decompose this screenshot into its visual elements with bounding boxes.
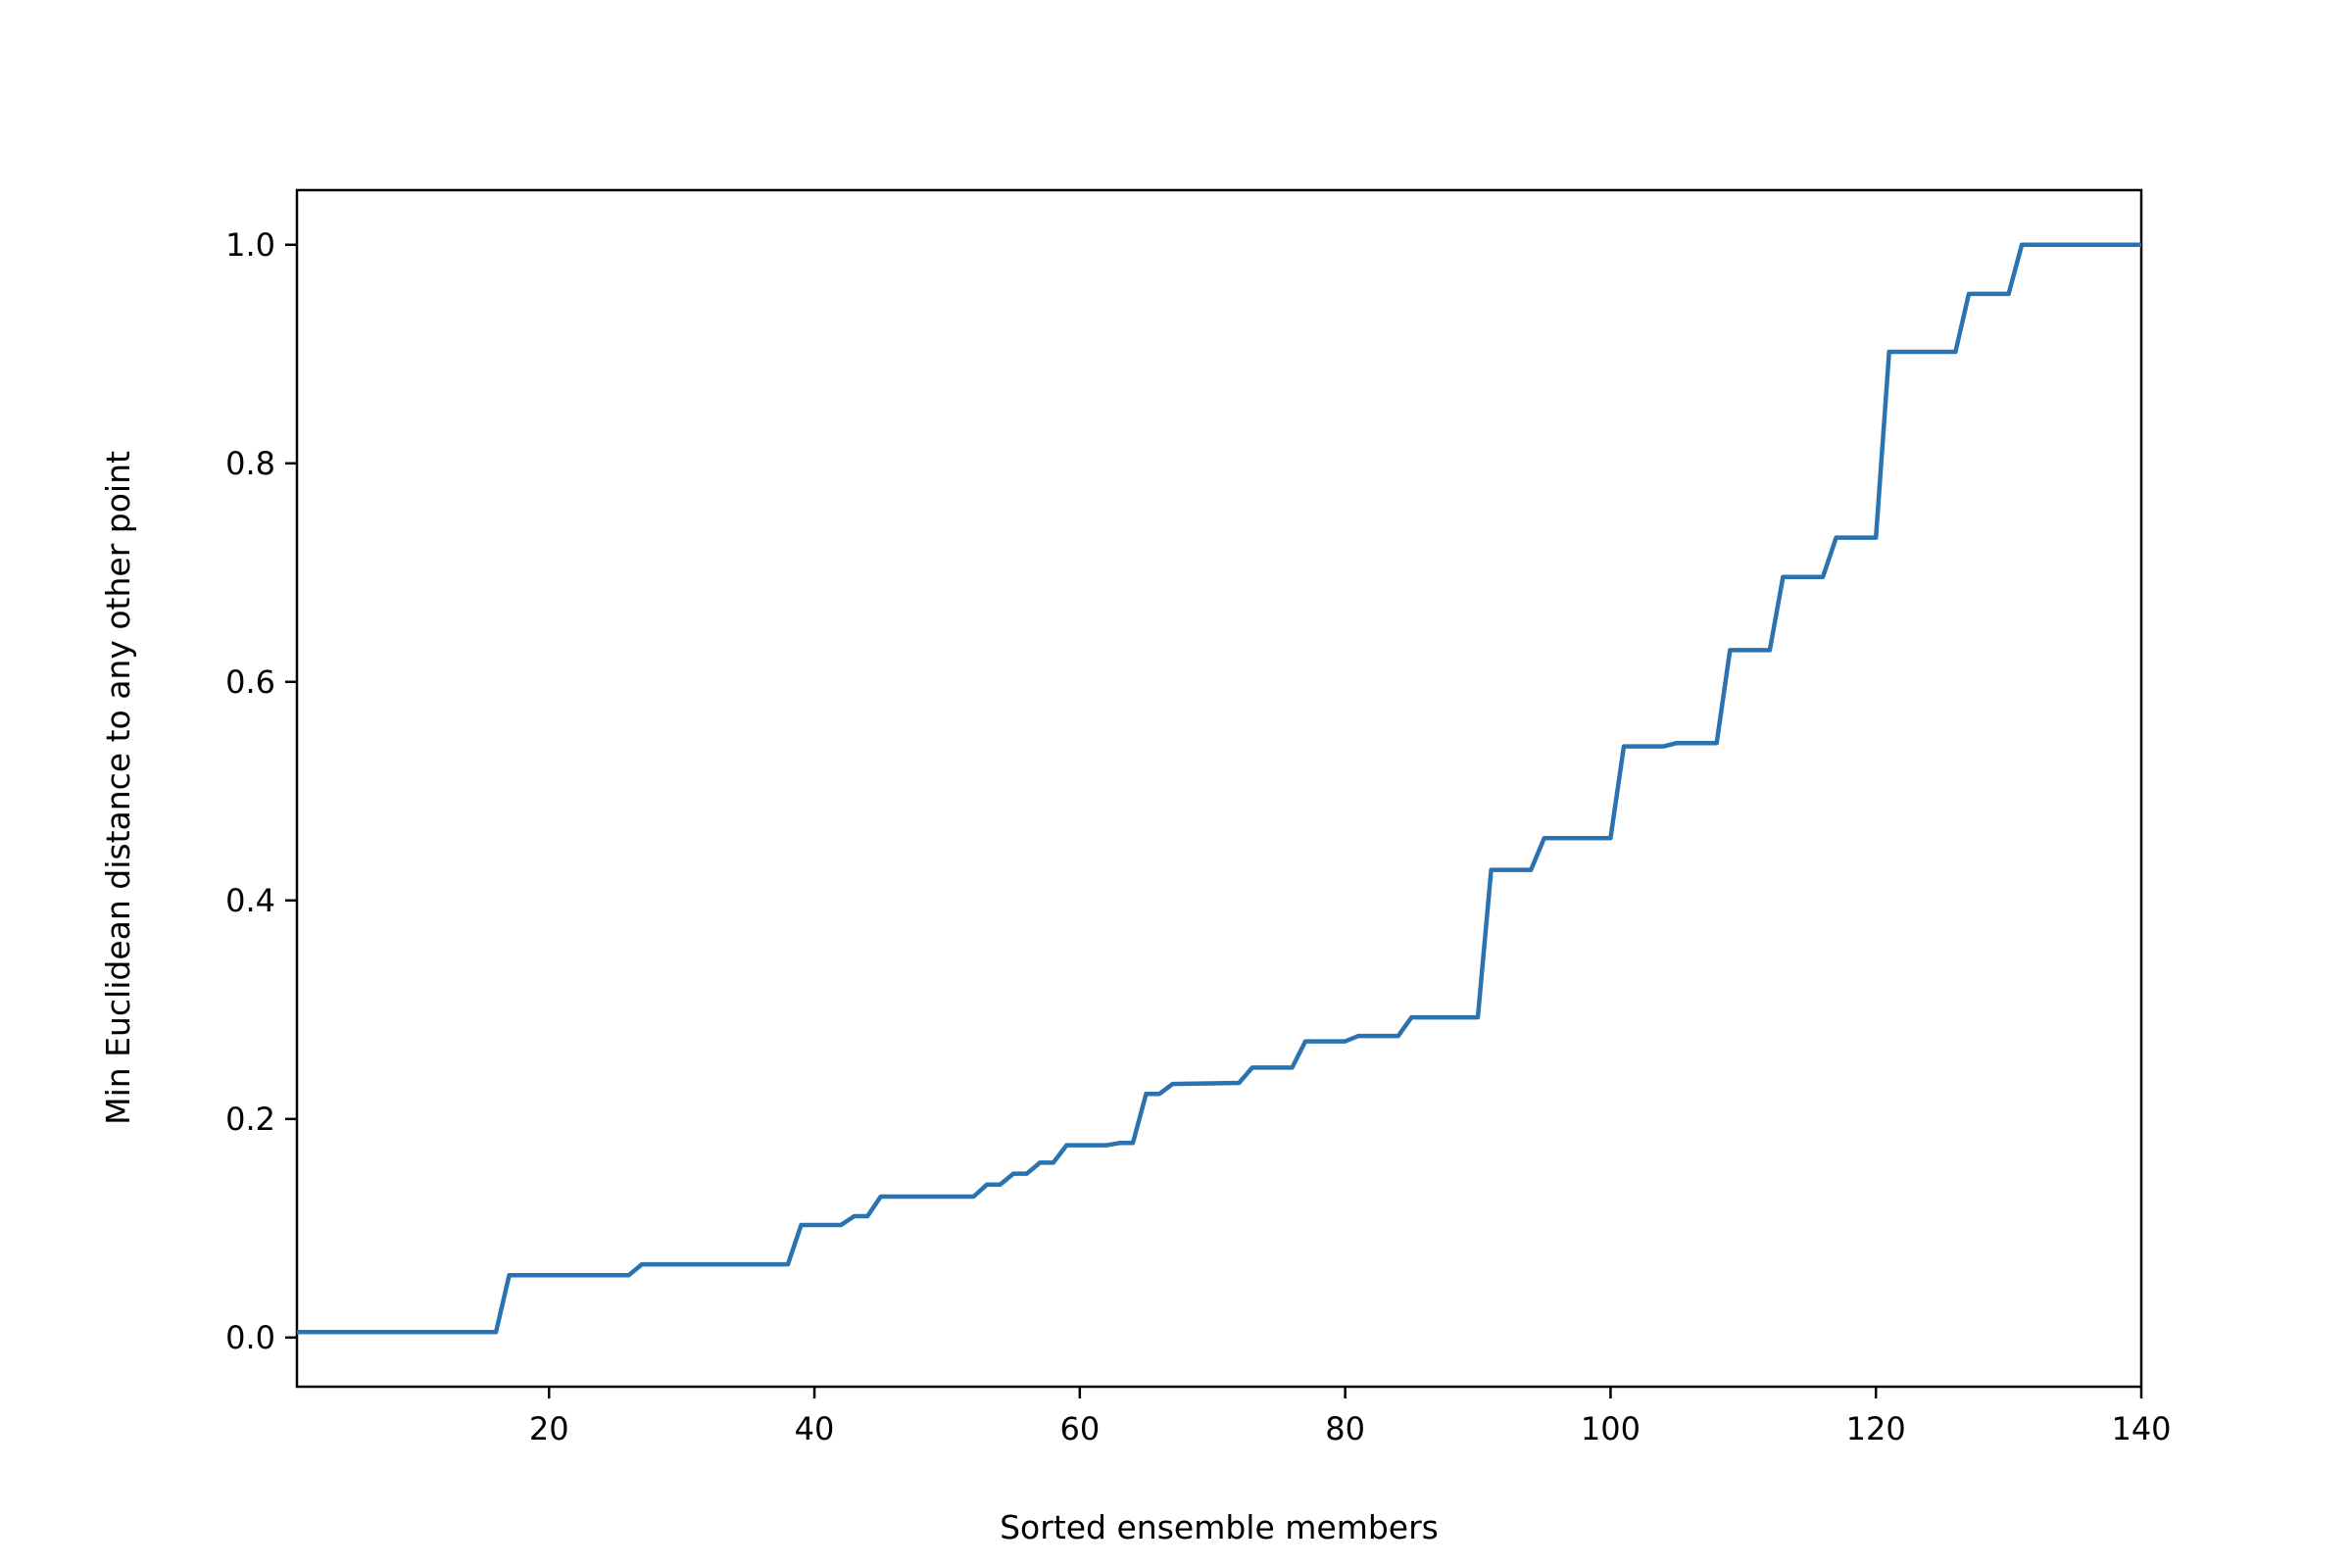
y-tick-label: 0.6: [225, 663, 275, 701]
x-tick-label: 20: [529, 1410, 569, 1447]
y-tick-label: 0.0: [225, 1319, 275, 1356]
x-tick-label: 60: [1059, 1410, 1100, 1447]
y-axis-ticks: 0.0 0.2 0.4 0.6 0.8 1.0: [225, 226, 297, 1356]
x-tick-label: 80: [1325, 1410, 1365, 1447]
y-tick-label: 0.4: [225, 882, 275, 919]
y-tick-label: 0.8: [225, 445, 275, 482]
y-tick-label: 1.0: [225, 226, 275, 264]
y-tick-label: 0.2: [225, 1101, 275, 1138]
x-tick-label: 40: [795, 1410, 835, 1447]
x-axis-label: Sorted ensemble members: [1000, 1508, 1439, 1546]
x-tick-label: 100: [1581, 1410, 1641, 1447]
x-tick-label: 140: [2111, 1410, 2171, 1447]
plot-frame: [295, 188, 2143, 1389]
data-series-line: [297, 242, 2141, 1335]
x-tick-label: 120: [1846, 1410, 1906, 1447]
x-axis-ticks: 20 40 60 80 100 120 140: [529, 1387, 2172, 1447]
y-axis-label: Min Euclidean distance to any other poin…: [99, 451, 137, 1125]
